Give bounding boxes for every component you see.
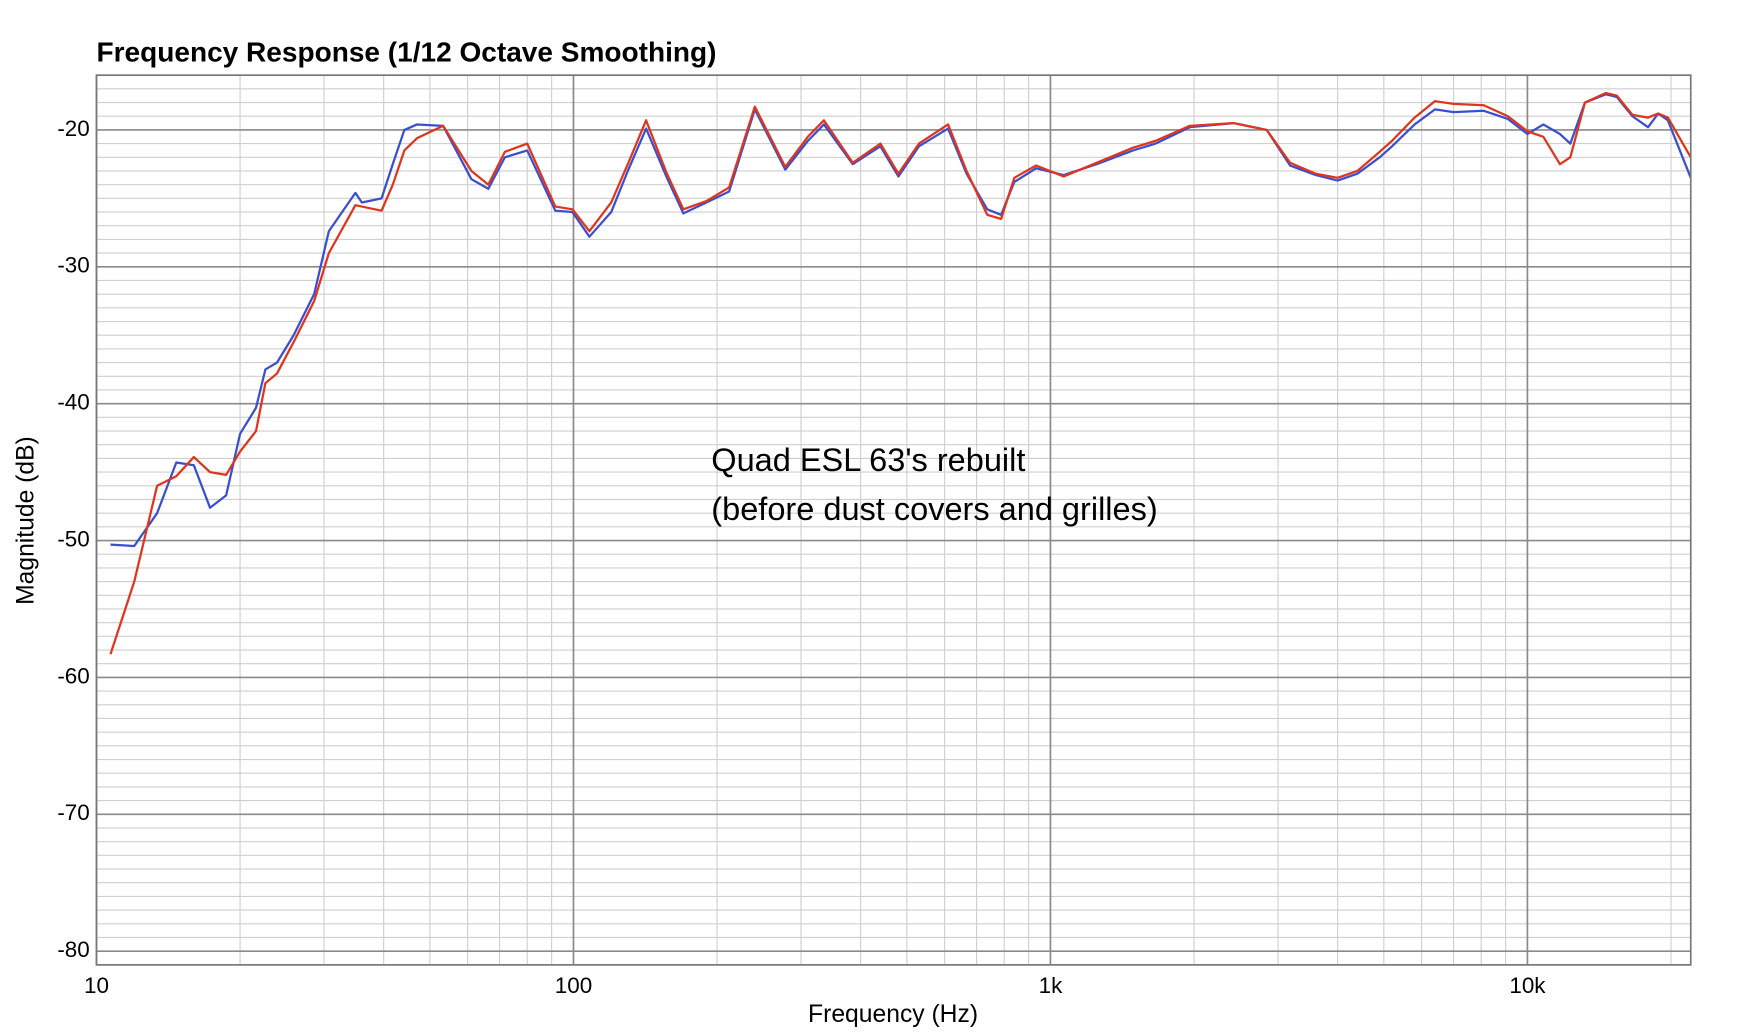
series-line xyxy=(110,93,1692,548)
annotation: (before dust covers and grilles) xyxy=(711,491,1157,527)
y-axis-label: Magnitude (dB) xyxy=(12,436,39,605)
x-tick-label: 100 xyxy=(555,973,592,998)
x-tick-label: 10 xyxy=(84,973,109,998)
y-tick-label: -50 xyxy=(57,526,89,551)
plot xyxy=(109,91,1692,655)
y-tick-label: -80 xyxy=(57,937,89,962)
y-tick-label: -70 xyxy=(57,800,89,825)
annotation: Quad ESL 63's rebuilt xyxy=(711,442,1025,478)
y-tick-label: -20 xyxy=(57,116,89,141)
y-tick-label: -30 xyxy=(57,253,89,278)
x-tick-label: 10k xyxy=(1509,973,1546,998)
x-tick-label: 1k xyxy=(1039,973,1063,998)
series-line xyxy=(109,91,1692,655)
chart-title: Frequency Response (1/12 Octave Smoothin… xyxy=(96,36,716,67)
y-tick-label: -40 xyxy=(57,390,89,415)
y-tick-label: -60 xyxy=(57,663,89,688)
plot-frame xyxy=(95,74,1692,966)
x-axis-label: Frequency (Hz) xyxy=(808,1001,978,1028)
